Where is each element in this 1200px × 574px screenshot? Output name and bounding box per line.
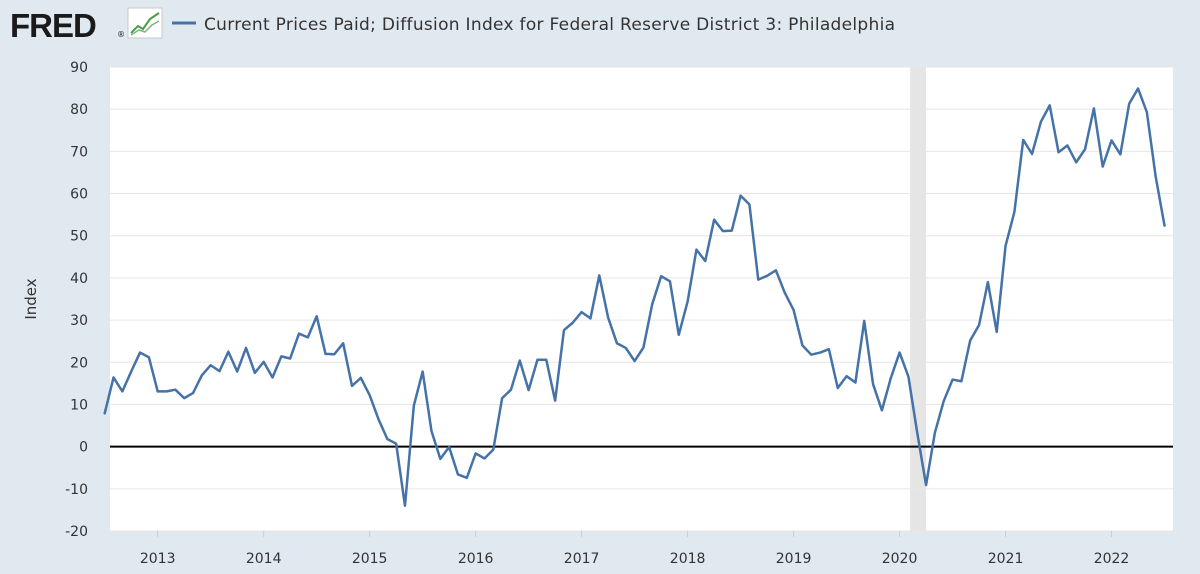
y-tick-label: 70 [70, 144, 88, 160]
y-tick-label: 60 [70, 187, 88, 203]
x-tick-label: 2017 [564, 551, 600, 567]
fred-registered-mark: ® [117, 30, 125, 39]
series-group [103, 87, 1166, 507]
recession-bands [910, 67, 927, 531]
recession-band [910, 67, 927, 531]
plot-area [110, 67, 1173, 531]
horizontal-gridlines [110, 66, 1173, 532]
x-axis-tick-labels: 2013 2014 2015 2016 2017 2018 2019 2020 2021 2022 [140, 531, 1129, 567]
x-tick-label: 2016 [458, 551, 494, 567]
y-tick-label: 80 [70, 102, 88, 118]
fred-logo-text: FRED [10, 7, 96, 44]
y-tick-label: -20 [65, 524, 88, 540]
x-tick-label: 2019 [776, 551, 812, 567]
x-tick-label: 2022 [1094, 551, 1130, 567]
x-tick-label: 2021 [988, 551, 1024, 567]
series-line[interactable] [103, 87, 1166, 507]
x-tick-label: 2020 [882, 551, 918, 567]
y-tick-label: -10 [65, 482, 88, 498]
x-tick-label: 2013 [140, 551, 176, 567]
y-tick-label: 20 [70, 355, 88, 371]
y-axis-tick-labels: 90 80 70 60 50 40 30 20 10 0 -10 -20 [65, 60, 88, 540]
x-tick-label: 2018 [670, 551, 706, 567]
y-tick-label: 50 [70, 229, 88, 245]
fred-logo[interactable]: FRED ® [10, 7, 163, 44]
x-tick-label: 2014 [246, 551, 282, 567]
y-axis-label: Index [22, 278, 40, 319]
y-tick-label: 40 [70, 271, 88, 287]
y-tick-label: 10 [70, 397, 88, 413]
y-tick-label: 90 [70, 60, 88, 76]
x-tick-label: 2015 [352, 551, 388, 567]
y-tick-label: 0 [79, 440, 88, 456]
legend-label: Current Prices Paid; Diffusion Index for… [204, 15, 895, 35]
y-tick-label: 30 [70, 313, 88, 329]
chart-line-icon [127, 7, 163, 39]
legend: Current Prices Paid; Diffusion Index for… [172, 15, 895, 35]
